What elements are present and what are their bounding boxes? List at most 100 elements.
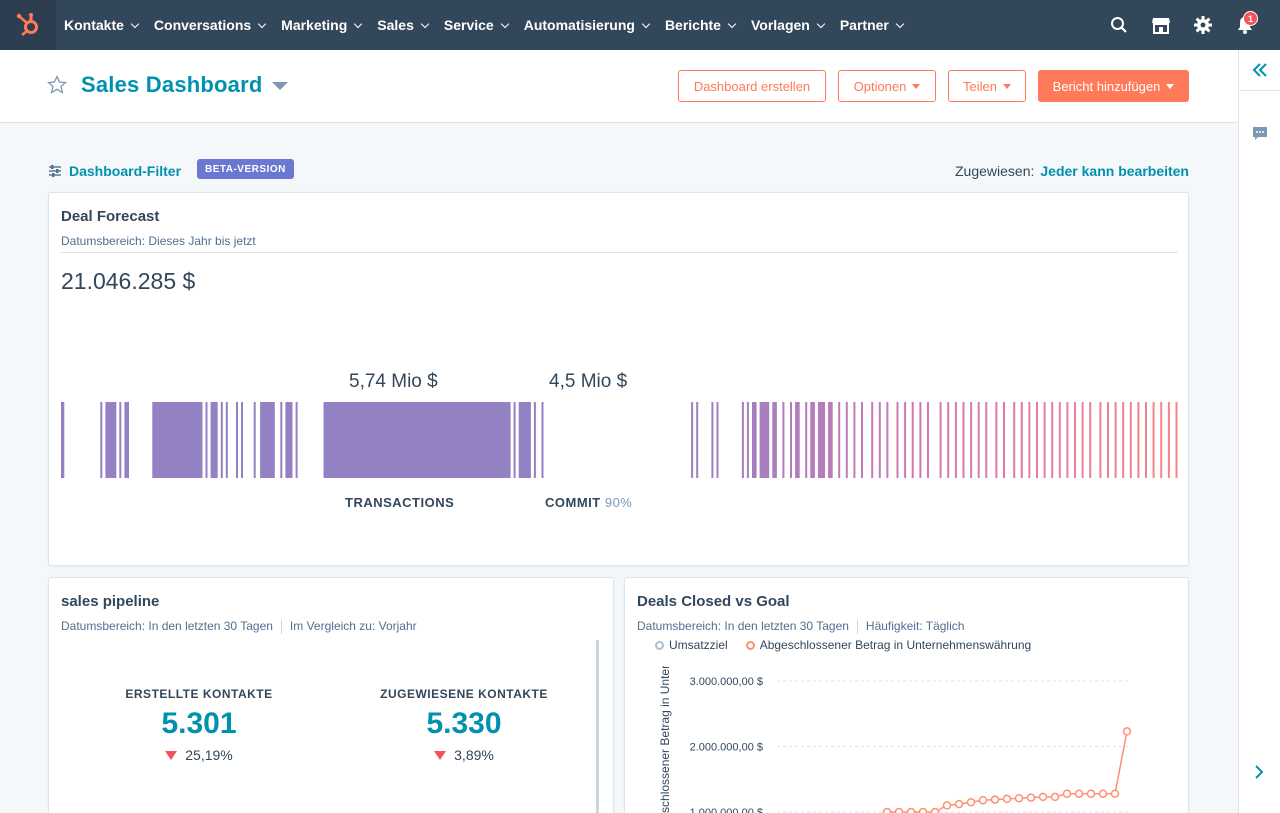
forecast-deal-segment[interactable]: [1167, 402, 1170, 478]
data-point[interactable]: [1062, 789, 1072, 798]
data-point[interactable]: [966, 797, 976, 807]
data-point[interactable]: [1050, 792, 1060, 802]
hubspot-logo-icon[interactable]: [0, 0, 56, 50]
forecast-deal-segment[interactable]: [100, 402, 103, 478]
forecast-deal-segment[interactable]: [977, 402, 980, 478]
forecast-deal-segment[interactable]: [845, 402, 848, 478]
forecast-deal-segment[interactable]: [1107, 402, 1109, 478]
forecast-deal-segment[interactable]: [741, 402, 744, 478]
nav-item-berichte[interactable]: Berichte: [657, 17, 743, 33]
forecast-deal-segment[interactable]: [236, 402, 238, 478]
forecast-deal-segment[interactable]: [119, 402, 122, 478]
dashboard-switcher-caret-icon[interactable]: [272, 82, 288, 90]
forecast-deal-segment[interactable]: [1129, 402, 1132, 478]
forecast-deal-segment[interactable]: [853, 402, 856, 478]
forecast-deal-segment[interactable]: [1145, 402, 1147, 478]
add-report-button[interactable]: Bericht hinzufügen: [1038, 70, 1189, 102]
forecast-deal-segment[interactable]: [1051, 402, 1054, 478]
favorite-star-icon[interactable]: [46, 74, 68, 100]
card-title[interactable]: Deals Closed vs Goal: [637, 593, 790, 610]
data-point[interactable]: [1086, 789, 1096, 798]
forecast-deal-segment[interactable]: [1074, 402, 1076, 478]
create-dashboard-button[interactable]: Dashboard erstellen: [678, 70, 826, 102]
data-point[interactable]: [990, 795, 1000, 804]
nav-item-marketing[interactable]: Marketing: [273, 17, 369, 33]
forecast-deal-segment[interactable]: [1114, 402, 1117, 478]
nav-item-partner[interactable]: Partner: [832, 17, 911, 33]
forecast-deal-segment[interactable]: [896, 402, 899, 478]
card-title[interactable]: Deal Forecast: [61, 208, 160, 225]
forecast-deal-segment[interactable]: [1066, 402, 1069, 478]
forecast-deal-segment[interactable]: [1036, 402, 1038, 478]
filter-sliders-icon[interactable]: [48, 164, 62, 183]
forecast-deal-segment[interactable]: [1160, 402, 1163, 478]
forecast-deal-segment[interactable]: [323, 402, 511, 478]
data-point[interactable]: [954, 799, 964, 809]
data-point[interactable]: [1014, 793, 1024, 803]
forecast-deal-segment[interactable]: [260, 402, 275, 478]
chat-comment-icon[interactable]: [1252, 126, 1268, 147]
forecast-deal-segment[interactable]: [711, 402, 714, 478]
nav-item-sales[interactable]: Sales: [369, 17, 436, 33]
forecast-deal-segment[interactable]: [790, 402, 792, 478]
data-point[interactable]: [1098, 789, 1108, 798]
settings-gear-icon[interactable]: [1182, 0, 1224, 50]
data-point[interactable]: [1038, 792, 1048, 802]
forecast-deal-segment[interactable]: [1028, 402, 1031, 478]
forecast-deal-segment[interactable]: [805, 402, 808, 478]
forecast-deal-segment[interactable]: [759, 402, 770, 478]
share-button[interactable]: Teilen: [948, 70, 1026, 102]
forecast-deal-segment[interactable]: [1152, 402, 1155, 478]
forecast-deal-segment[interactable]: [911, 402, 914, 478]
forecast-deal-segment[interactable]: [985, 402, 988, 478]
forecast-deal-segment[interactable]: [904, 402, 907, 478]
forecast-deal-segment[interactable]: [253, 402, 256, 478]
forecast-deal-segment[interactable]: [541, 402, 544, 478]
forecast-deal-segment[interactable]: [1020, 402, 1023, 478]
forecast-deal-segment[interactable]: [513, 402, 516, 478]
forecast-deal-segment[interactable]: [810, 402, 815, 478]
forecast-deal-segment[interactable]: [772, 402, 777, 478]
forecast-deal-segment[interactable]: [828, 402, 833, 478]
data-point[interactable]: [894, 807, 904, 813]
nav-item-service[interactable]: Service: [436, 17, 516, 33]
legend-item-goal[interactable]: Umsatzziel: [655, 638, 728, 652]
data-point[interactable]: [930, 807, 940, 813]
data-point[interactable]: [1074, 789, 1084, 798]
data-point[interactable]: [1122, 727, 1132, 736]
collapse-sidebar-icon[interactable]: [1239, 50, 1280, 91]
forecast-deal-segment[interactable]: [1003, 402, 1005, 478]
forecast-deal-segment[interactable]: [518, 402, 531, 478]
forecast-deal-segment[interactable]: [886, 402, 889, 478]
forecast-deal-segment[interactable]: [205, 402, 208, 478]
forecast-deal-segment[interactable]: [1089, 402, 1092, 478]
forecast-deal-segment[interactable]: [152, 402, 203, 478]
dashboard-title[interactable]: Sales Dashboard: [81, 72, 263, 97]
legend-item-amount[interactable]: Abgeschlossener Betrag in Unternehmenswä…: [745, 638, 1031, 652]
forecast-deal-segment[interactable]: [939, 402, 942, 478]
forecast-deal-segment[interactable]: [61, 402, 65, 478]
nav-item-kontakte[interactable]: Kontakte: [56, 17, 146, 33]
forecast-deal-segment[interactable]: [295, 402, 298, 478]
forecast-deal-segment[interactable]: [838, 402, 841, 478]
forecast-deal-segment[interactable]: [970, 402, 973, 478]
forecast-deal-segment[interactable]: [1122, 402, 1125, 478]
search-icon[interactable]: [1098, 0, 1140, 50]
data-point[interactable]: [882, 807, 892, 813]
forecast-deal-segment[interactable]: [954, 402, 957, 478]
deals-closed-line-chart[interactable]: Abgeschlossener Betrag in Unternehmenswä…: [625, 666, 1190, 813]
data-point[interactable]: [918, 807, 928, 813]
marketplace-icon[interactable]: [1140, 0, 1182, 50]
nav-item-vorlagen[interactable]: Vorlagen: [743, 17, 832, 33]
data-point[interactable]: [906, 807, 916, 813]
forecast-deal-segment[interactable]: [220, 402, 223, 478]
data-point[interactable]: [1026, 793, 1036, 802]
forecast-deal-segment[interactable]: [1099, 402, 1102, 478]
forecast-deal-segment[interactable]: [533, 402, 536, 478]
forecast-deal-segment[interactable]: [1013, 402, 1016, 478]
forecast-deal-segment[interactable]: [752, 402, 757, 478]
forecast-deal-segment[interactable]: [947, 402, 950, 478]
card-title[interactable]: sales pipeline: [61, 593, 160, 610]
expand-chevron-right-icon[interactable]: [1254, 764, 1264, 785]
scrollbar[interactable]: [596, 640, 599, 813]
